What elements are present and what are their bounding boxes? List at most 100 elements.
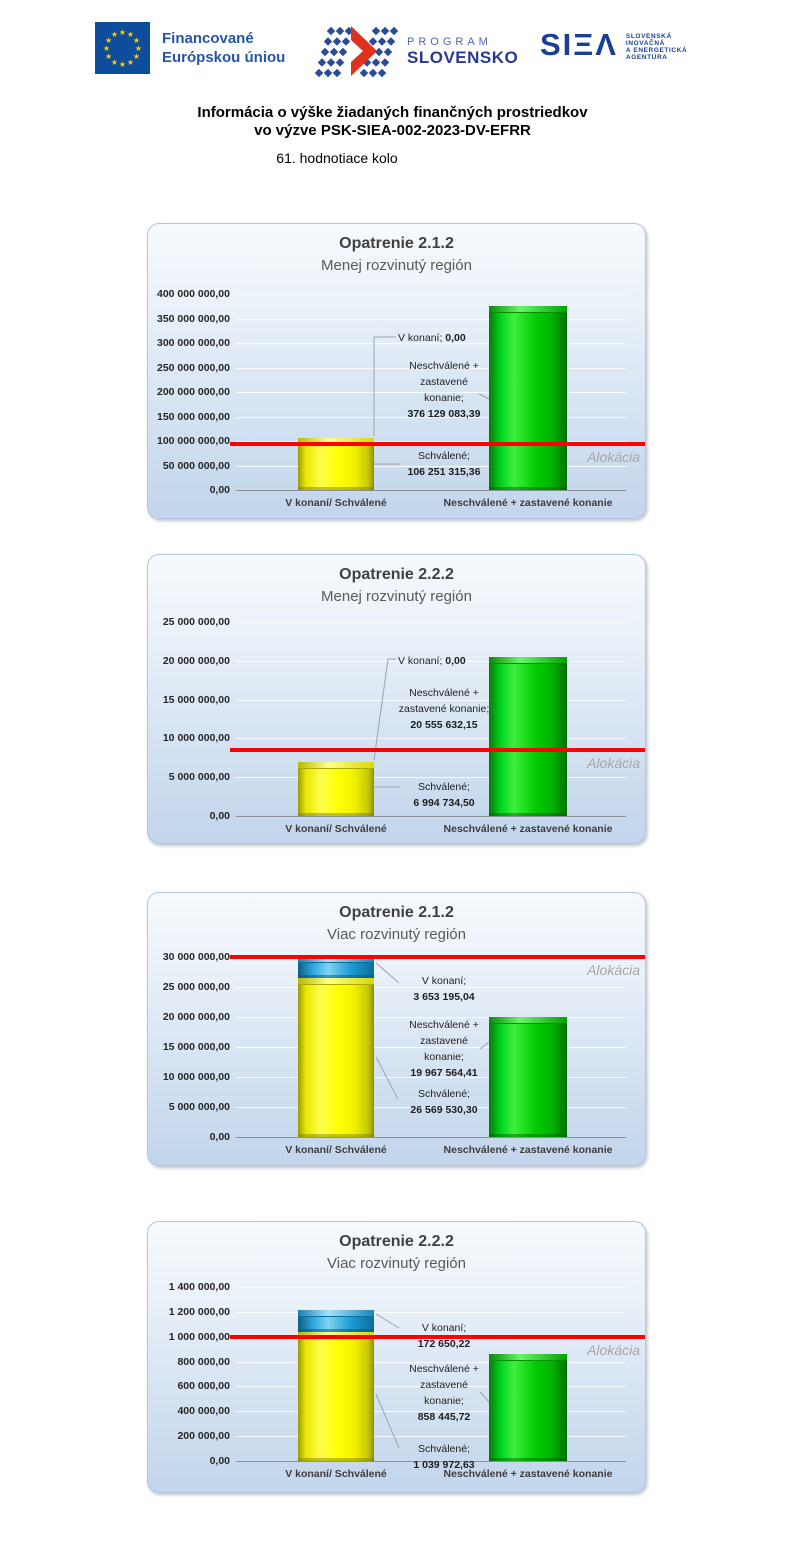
y-axis-tick-label: 100 000 000,00: [157, 435, 230, 447]
y-axis-tick-label: 1 400 000,00: [168, 1281, 230, 1293]
siea-text-line4: AGENTÚRA: [625, 54, 668, 61]
y-axis-tick-label: 10 000 000,00: [162, 732, 230, 745]
gridline: [236, 441, 626, 442]
chart-subtitle: Viac rozvinutý región: [327, 1255, 466, 1272]
leader-lines: [373, 658, 400, 788]
category-label: V konaní/ Schválené: [285, 1144, 387, 1156]
annotation-neschvalene: Neschválené + zastavené konanie; 20 555 63…: [398, 687, 490, 731]
gridline: [236, 343, 626, 344]
chart-opatrenie-2-2-2-viac-rozvinuty: Opatrenie 2.2.2 Viac rozvinutý región 1 40…: [147, 1221, 646, 1493]
y-axis-tick-label: 350 000 000,00: [157, 312, 230, 325]
y-axis-tick-label: 20 000 000,00: [162, 654, 230, 667]
chart-title: Opatrenie 2.2.2: [339, 1233, 454, 1250]
chart-subtitle: Menej rozvinutý región: [321, 588, 472, 605]
document-subtitle: 61. hodnotiace kolo: [276, 150, 398, 166]
category-label: Neschválené + zastavené konanie: [443, 1144, 613, 1156]
y-axis-tick-label: 5 000 000,00: [168, 1101, 230, 1113]
siea-logo: SIΞΛ SLOVENSKÁ INOVAČNÁ A ENERGETICKÁ AG…: [540, 27, 687, 62]
alokacia-label: Alokácia: [587, 1341, 640, 1358]
y-axis-tick-label: 1 000 000,00: [168, 1330, 230, 1343]
y-axis-tick-label: 20 000 000,00: [162, 1011, 230, 1023]
slovensko-label: SLOVENSKO: [407, 48, 519, 67]
gridline: [236, 1361, 626, 1363]
gridline: [236, 367, 626, 369]
svg-text:★: ★: [119, 28, 126, 37]
svg-text:★: ★: [105, 36, 112, 45]
eu-logo-line2: Európskou úniou: [162, 49, 286, 66]
program-slovensko-text: PROGRAM SLOVENSKO: [407, 36, 518, 68]
chart-title: Opatrenie 2.2.2: [339, 566, 454, 583]
annotation-neschvalene: Neschválené + zastavené konanie; 858 445,72: [409, 1363, 479, 1423]
y-axis-tick-label: 200 000 000,00: [157, 386, 230, 398]
leader-lines: [375, 962, 490, 1100]
gridline: [236, 392, 626, 393]
gridline: [236, 1017, 626, 1018]
chart-subtitle: Menej rozvinutý región: [321, 257, 472, 274]
eu-logo-text: Financované Európskou úniou: [162, 29, 285, 67]
category-label: Neschválené + zastavené konanie: [443, 823, 613, 835]
gridline: [236, 699, 626, 701]
svg-text:★: ★: [133, 36, 140, 45]
annotation-schvalene: Schválené; 26 569 530,30: [410, 1088, 478, 1116]
gridline: [236, 1411, 626, 1413]
y-axis-tick-label: 400 000 000,00: [157, 288, 230, 300]
category-label: V konaní/ Schválené: [285, 823, 387, 835]
y-axis-tick-label: 10 000 000,00: [162, 1071, 230, 1083]
svg-text:★: ★: [103, 44, 110, 53]
annotation-schvalene: Schválené; 1 039 972,63: [413, 1443, 475, 1471]
gridline: [236, 987, 626, 988]
gridline: [236, 294, 626, 295]
chart-opatrenie-2-1-2-viac-rozvinuty: Opatrenie 2.1.2 Viac rozvinutý región 30 0…: [147, 892, 646, 1166]
siea-mark: SIΞΛ: [540, 27, 618, 62]
gridline: [236, 1047, 626, 1048]
alokacia-line: [230, 1334, 645, 1339]
bar-neschvalene: [489, 1017, 567, 1137]
bar-neschvalene: [489, 656, 567, 816]
bar-schvalene: [298, 761, 374, 817]
y-axis-tick-label: 0,00: [209, 1455, 230, 1467]
annotation-schvalene: Schválené; 6 994 734,50: [413, 781, 475, 809]
y-axis-tick-label: 15 000 000,00: [162, 693, 230, 706]
y-axis-tick-label: 1 200 000,00: [168, 1305, 230, 1318]
gridline: [236, 465, 626, 467]
gridline: [236, 1386, 626, 1388]
svg-text:★: ★: [105, 52, 112, 61]
annotation-v-konani: V konaní; 0,00: [398, 655, 466, 667]
eu-logo-line1: Financované: [162, 30, 254, 47]
bar-schvalene: [298, 977, 374, 1138]
alokacia-line: [230, 748, 645, 752]
annotation-v-konani: V konaní; 0,00: [398, 332, 466, 344]
gridline: [236, 777, 626, 779]
svg-text:★: ★: [119, 60, 126, 69]
program-slovensko-logo: PROGRAM SLOVENSKO: [315, 24, 518, 80]
leader-lines: [373, 336, 490, 465]
annotation-v-konani: V konaní; 3 653 195,04: [413, 975, 475, 1003]
category-label: V konaní/ Schválené: [285, 1468, 387, 1480]
chart-title: Opatrenie 2.1.2: [339, 904, 454, 921]
category-label: Neschválené + zastavené konanie: [443, 497, 613, 509]
annotation-v-konani: V konaní; 172 650,22: [417, 1322, 471, 1350]
svg-text:★: ★: [127, 58, 134, 67]
alokacia-label: Alokácia: [587, 449, 640, 466]
bar-v-konani: [298, 955, 374, 978]
gridline: [236, 1461, 626, 1462]
eu-flag-icon: ★ ★★★★★★★★★★★: [95, 22, 150, 74]
bar-neschvalene: [489, 1354, 567, 1461]
gridline: [236, 1137, 626, 1138]
svg-text:★: ★: [127, 30, 134, 39]
alokacia-label: Alokácia: [587, 755, 640, 771]
gridline: [236, 1311, 626, 1313]
y-axis-tick-label: 400 000,00: [177, 1405, 230, 1418]
gridline: [236, 1287, 626, 1288]
svg-text:★: ★: [133, 52, 140, 61]
gridline: [236, 1436, 626, 1438]
program-slovensko-icon: [315, 26, 399, 78]
document-title-line1: Informácia o výške žiadaných finančných …: [197, 104, 588, 121]
siea-logo-text: SLOVENSKÁ INOVAČNÁ A ENERGETICKÁ AGENTÚR…: [626, 33, 687, 61]
alokacia-line: [230, 955, 645, 959]
siea-text-line2: INOVAČNÁ: [625, 40, 665, 47]
annotation-schvalene: Schválené; 106 251 315,36: [407, 450, 481, 478]
y-axis-tick-label: 250 000 000,00: [157, 361, 230, 374]
y-axis-tick-label: 25 000 000,00: [162, 981, 230, 993]
